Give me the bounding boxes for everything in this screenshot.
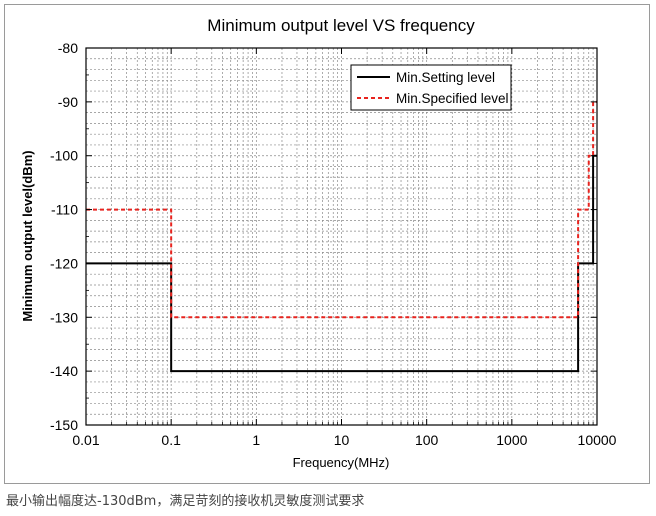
y-tick-label: -120: [50, 255, 78, 271]
figure-caption: 最小输出幅度达-130dBm，满足苛刻的接收机灵敏度测试要求: [6, 494, 365, 509]
y-tick-label: -100: [50, 148, 78, 164]
x-tick-label: 0.1: [161, 432, 181, 448]
x-tick-label: 100: [415, 432, 439, 448]
x-tick-label: 10000: [578, 432, 617, 448]
legend: Min.Setting level Min.Specified level: [350, 64, 512, 111]
series-layer: [86, 100, 597, 373]
y-tick-label: -110: [51, 202, 78, 218]
y-tick-label: -80: [58, 40, 78, 56]
legend-box: [350, 64, 512, 111]
ticks: [85, 47, 598, 426]
x-axis-label: Frequency(MHz): [293, 455, 390, 470]
y-tick-label: -140: [50, 363, 78, 379]
legend-label-specified: Min.Specified level: [396, 91, 509, 106]
x-tick-label: 0.01: [72, 432, 99, 448]
y-tick-label: -90: [58, 94, 78, 110]
y-tick-label: -130: [50, 309, 78, 325]
x-tick-label: 1000: [496, 432, 527, 448]
legend-label-setting: Min.Setting level: [396, 70, 495, 85]
x-tick-label: 10: [334, 432, 350, 448]
y-tick-label: -150: [50, 417, 78, 433]
y-axis-label: Minimum output level(dBm): [20, 150, 35, 321]
tick-labels: 0.01 0.1 1 10 100 1000 10000 -150 -140 -130 -120 -1…: [50, 40, 617, 448]
chart-title: Minimum output level VS frequency: [207, 16, 475, 35]
x-tick-label: 1: [252, 432, 260, 448]
